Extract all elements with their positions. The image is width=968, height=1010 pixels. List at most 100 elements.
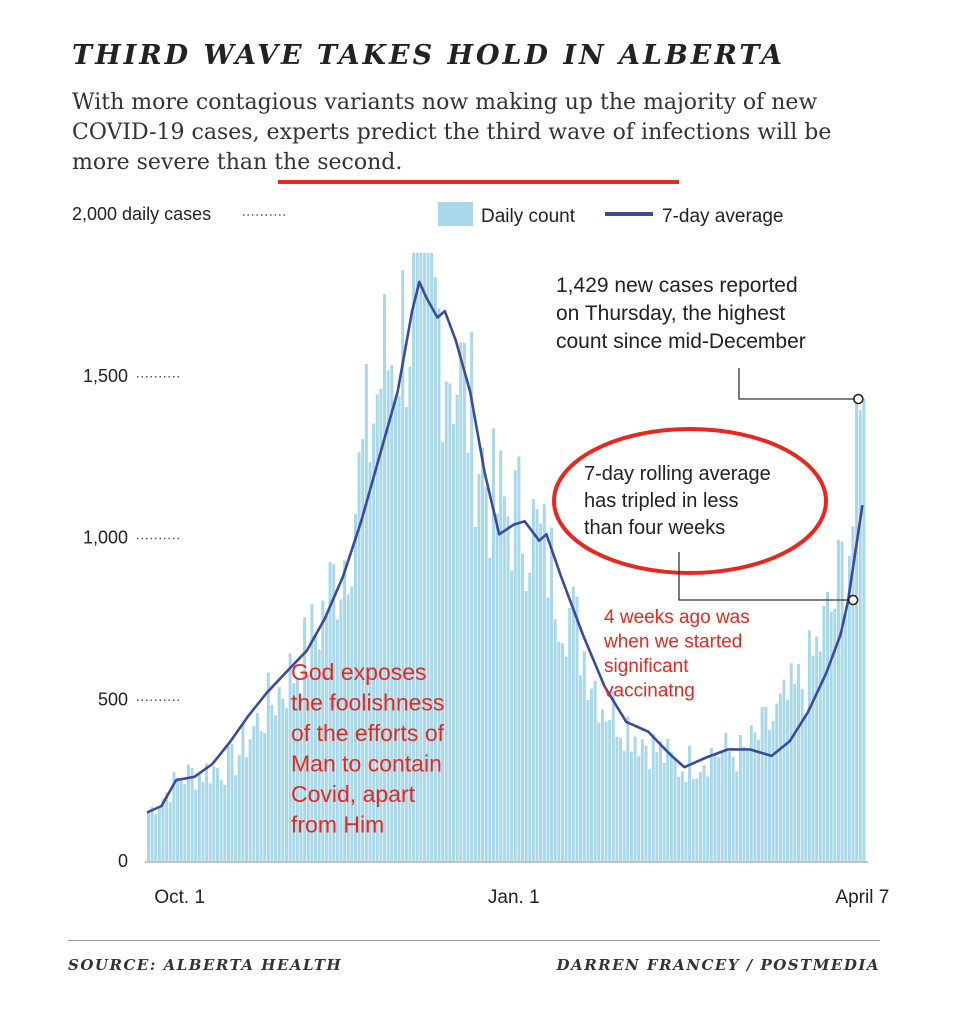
- daily-count-bar: [324, 613, 328, 861]
- daily-count-bar: [444, 381, 448, 861]
- daily-count-bar: [208, 783, 212, 861]
- x-axis: Oct. 1 Jan. 1 April 7: [145, 861, 889, 908]
- daily-count-bar: [219, 780, 223, 861]
- daily-count-bar: [346, 594, 350, 861]
- daily-count-bar: [288, 653, 292, 861]
- daily-count-bar: [731, 756, 735, 861]
- daily-count-bar: [564, 656, 568, 861]
- daily-count-bar: [317, 649, 321, 861]
- daily-count-bar: [197, 772, 201, 861]
- daily-count-bar: [502, 496, 506, 861]
- daily-count-bar: [299, 697, 303, 861]
- daily-count-bar: [237, 754, 241, 861]
- x-tick-label: Jan. 1: [488, 887, 540, 908]
- source-credit: SOURCE: ALBERTA HEALTH: [68, 956, 343, 974]
- daily-count-bar: [851, 526, 855, 861]
- daily-count-bar: [179, 780, 183, 861]
- author-credit: DARREN FRANCEY / POSTMEDIA: [556, 956, 880, 974]
- daily-count-bar: [470, 331, 474, 862]
- daily-count-bar: [807, 630, 811, 861]
- daily-count-bar: [404, 406, 408, 861]
- daily-count-bar: [829, 611, 833, 861]
- peak-note-line: 1,429 new cases reported: [556, 274, 798, 297]
- average-leader-line: [678, 552, 854, 601]
- circled-note-line: than four weeks: [584, 517, 725, 539]
- daily-count-bar: [626, 716, 630, 861]
- y-axis: 0 500 1,000 1,500 2,000 daily cases: [72, 204, 285, 871]
- daily-count-bar: [615, 736, 619, 861]
- daily-count-bar: [822, 605, 826, 861]
- daily-count-bar: [659, 741, 662, 861]
- x-tick-label: April 7: [835, 887, 889, 908]
- daily-count-bar: [709, 747, 713, 861]
- daily-count-bar: [833, 608, 837, 861]
- daily-count-bar: [571, 586, 575, 861]
- daily-count-bar: [749, 725, 753, 861]
- daily-count-bar: [767, 729, 771, 861]
- daily-count-bar: [408, 366, 412, 861]
- daily-count-bar: [804, 713, 808, 861]
- daily-count-bar: [310, 603, 314, 861]
- daily-count-bar: [252, 726, 256, 861]
- daily-count-bar: [590, 688, 593, 861]
- daily-count-bar: [531, 499, 535, 861]
- daily-count-bar: [800, 689, 804, 861]
- y-tick-label: 0: [118, 851, 128, 871]
- daily-count-bar: [190, 768, 194, 861]
- daily-count-bar: [586, 699, 590, 861]
- daily-count-bar: [462, 342, 466, 862]
- daily-count-bar: [648, 769, 652, 861]
- daily-count-bar: [695, 778, 699, 861]
- daily-count-bar: [702, 764, 706, 861]
- daily-count-bar: [230, 743, 234, 861]
- daily-count-bar: [353, 514, 357, 861]
- daily-count-bar: [295, 678, 299, 861]
- daily-count-bar: [390, 365, 394, 861]
- daily-count-bar: [350, 586, 354, 861]
- daily-count-bar: [546, 597, 550, 861]
- daily-count-bar: [386, 370, 390, 861]
- daily-count-bar: [844, 614, 848, 861]
- daily-count-bar: [706, 776, 710, 861]
- daily-count-bar: [481, 447, 485, 861]
- daily-count-bar: [364, 363, 368, 861]
- daily-count-bar: [259, 731, 263, 861]
- daily-count-bar: [357, 452, 361, 861]
- daily-count-bar: [183, 784, 187, 861]
- daily-count-bar: [248, 739, 252, 861]
- daily-count-bar: [539, 523, 543, 861]
- peak-note-line: count since mid-December: [556, 330, 806, 353]
- y-tick-label: 500: [98, 689, 128, 709]
- daily-count-bar: [194, 789, 198, 861]
- footer-divider: [68, 940, 880, 941]
- daily-count-bar: [234, 775, 238, 861]
- daily-count-bar: [277, 687, 281, 861]
- daily-count-bar: [455, 394, 459, 861]
- legend: Daily count 7-day average: [438, 202, 783, 227]
- daily-count-bar: [608, 720, 612, 861]
- red-note-line: when we started: [603, 632, 742, 653]
- daily-count-bar: [491, 428, 495, 861]
- daily-count-bar: [760, 706, 764, 861]
- daily-count-bar: [651, 733, 655, 861]
- daily-count-bar: [524, 591, 528, 861]
- daily-count-bar: [684, 782, 688, 861]
- legend-daily-count-label: Daily count: [481, 206, 576, 227]
- daily-count-bar: [419, 252, 423, 861]
- daily-count-bar: [314, 634, 318, 861]
- daily-count-bar: [717, 757, 721, 861]
- daily-count-bar: [321, 600, 325, 861]
- daily-count-bar: [448, 383, 452, 861]
- daily-count-bar: [764, 706, 768, 861]
- daily-count-bar: [855, 398, 859, 861]
- daily-count-bar: [513, 470, 517, 861]
- daily-count-bar: [629, 751, 633, 861]
- daily-count-bar: [735, 771, 739, 861]
- daily-count-bar: [597, 722, 601, 861]
- daily-count-bar: [724, 732, 728, 861]
- daily-count-bar: [495, 513, 499, 861]
- red-commentary-line: of the efforts of: [291, 720, 445, 746]
- daily-count-bar: [157, 807, 161, 861]
- daily-count-bar: [176, 777, 180, 861]
